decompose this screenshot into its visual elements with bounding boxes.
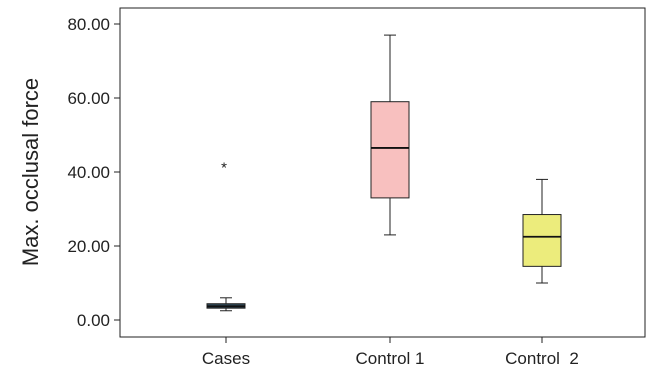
y-tick-label: 40.00	[67, 163, 110, 182]
x-tick-label: Control 2	[505, 349, 579, 368]
y-axis: 0.00 20.00 40.00 60.00 80.00	[67, 15, 120, 330]
y-tick-label: 0.00	[77, 311, 110, 330]
x-axis: Cases Control 1 Control 2	[202, 337, 579, 368]
boxes-group: *	[206, 34, 562, 312]
box-3	[522, 178, 562, 284]
box-2	[370, 34, 410, 236]
y-tick-label: 20.00	[67, 237, 110, 256]
y-tick-label: 80.00	[67, 15, 110, 34]
box-1: *	[206, 160, 246, 312]
x-tick-label: Cases	[202, 349, 250, 368]
box-iqr	[522, 214, 562, 267]
x-tick-label: Control 1	[356, 349, 425, 368]
y-tick-label: 60.00	[67, 89, 110, 108]
box-iqr	[370, 101, 410, 199]
y-axis-title: Max. occlusal force	[18, 78, 43, 266]
outlier-marker: *	[221, 160, 227, 177]
